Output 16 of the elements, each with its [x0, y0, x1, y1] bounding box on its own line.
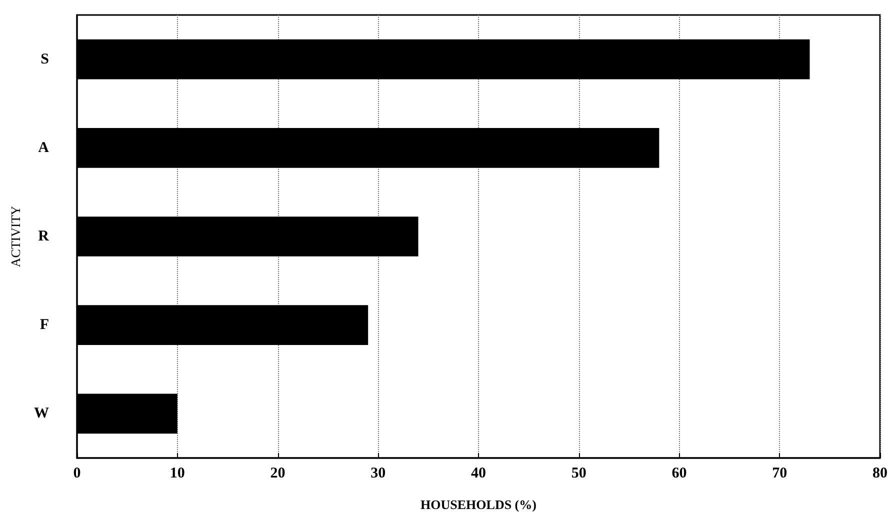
y-axis-title: ACTIVITY	[8, 205, 23, 268]
x-tick-label: 80	[872, 466, 888, 482]
x-tick-label: 10	[170, 466, 185, 482]
x-tick-label: 30	[370, 466, 386, 482]
y-tick-label: A	[38, 140, 50, 156]
y-tick-label: R	[38, 228, 50, 244]
x-tick-label: 20	[270, 466, 286, 482]
y-tick-label: F	[40, 317, 49, 334]
x-tick-label: 0	[73, 466, 81, 482]
x-tick-label: 60	[672, 466, 687, 482]
x-axis-title: HOUSEHOLDS (%)	[420, 497, 536, 512]
y-tick-label: W	[34, 406, 49, 422]
y-tick-label: S	[40, 51, 49, 68]
x-tick-label: 50	[571, 466, 586, 482]
x-tick-label: 70	[772, 466, 788, 482]
x-tick-label: 40	[471, 466, 486, 482]
